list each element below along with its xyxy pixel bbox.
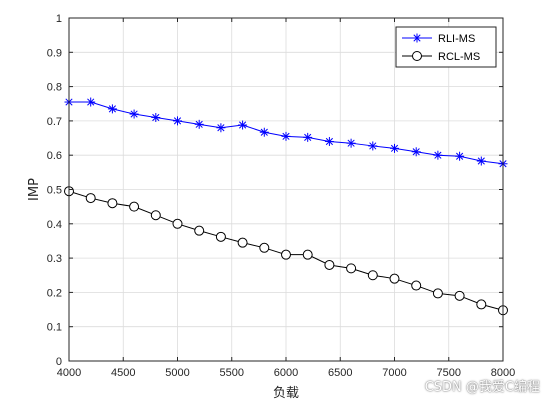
asterisk-stroke bbox=[87, 98, 95, 106]
x-tick-label: 5000 bbox=[165, 367, 189, 379]
y-tick-label: 0.5 bbox=[47, 185, 62, 197]
asterisk-stroke bbox=[130, 110, 138, 118]
data-point-circle bbox=[389, 273, 400, 284]
data-point-asterisk bbox=[259, 127, 269, 137]
data-point-asterisk bbox=[281, 131, 291, 141]
asterisk-stroke bbox=[434, 151, 442, 159]
data-point-asterisk bbox=[412, 33, 422, 43]
data-point-asterisk bbox=[107, 104, 117, 114]
legend-box bbox=[395, 26, 497, 68]
data-point-circle bbox=[324, 259, 335, 270]
data-point-asterisk bbox=[238, 120, 248, 130]
series-rcl-ms bbox=[64, 186, 508, 316]
data-point-asterisk bbox=[390, 143, 399, 153]
data-point-circle bbox=[129, 201, 140, 212]
data-point-asterisk bbox=[411, 147, 421, 157]
data-point-circle bbox=[215, 231, 226, 242]
y-tick-label: 0.2 bbox=[47, 287, 62, 299]
asterisk-stroke bbox=[412, 148, 420, 156]
data-point-asterisk bbox=[368, 141, 378, 151]
y-tick-label: 0 bbox=[56, 356, 62, 368]
legend-entry: RCL-MS bbox=[402, 51, 480, 63]
y-tick-label: 1 bbox=[56, 13, 62, 25]
data-point-asterisk bbox=[86, 97, 96, 107]
y-tick-label: 0.4 bbox=[47, 219, 62, 231]
x-tick-label: 7500 bbox=[437, 367, 461, 379]
x-tick-label: 8000 bbox=[491, 367, 515, 379]
watermark: CSDN @我爱C编程 bbox=[424, 380, 540, 395]
data-point-circle bbox=[476, 299, 487, 310]
asterisk-stroke bbox=[304, 133, 312, 141]
data-point-circle bbox=[107, 198, 118, 209]
x-tick-label: 7000 bbox=[382, 367, 406, 379]
y-tick-label: 0.9 bbox=[47, 47, 62, 59]
x-tick-label: 5500 bbox=[220, 367, 244, 379]
legend-label: RCL-MS bbox=[438, 51, 480, 63]
data-point-circle bbox=[454, 290, 465, 301]
data-point-circle bbox=[302, 249, 313, 260]
x-tick-label: 4500 bbox=[111, 367, 135, 379]
asterisk-stroke bbox=[108, 105, 116, 113]
data-point-circle bbox=[150, 210, 161, 221]
data-point-circle bbox=[346, 263, 357, 274]
asterisk-stroke bbox=[477, 157, 485, 165]
asterisk-stroke bbox=[325, 137, 333, 146]
asterisk-stroke bbox=[173, 117, 182, 125]
asterisk-stroke bbox=[369, 142, 377, 150]
data-point-asterisk bbox=[455, 151, 465, 161]
data-point-asterisk bbox=[303, 132, 313, 142]
asterisk-stroke bbox=[152, 113, 160, 122]
data-point-asterisk bbox=[173, 116, 182, 126]
y-tick-label: 0.3 bbox=[47, 253, 62, 265]
asterisk-stroke bbox=[456, 152, 464, 160]
y-tick-label: 0.1 bbox=[47, 322, 62, 334]
data-point-asterisk bbox=[129, 109, 139, 119]
y-tick-label: 0.8 bbox=[47, 82, 62, 94]
x-tick-label: 6000 bbox=[274, 367, 298, 379]
data-point-asterisk bbox=[194, 119, 204, 129]
data-point-asterisk bbox=[433, 150, 443, 160]
data-point-asterisk bbox=[476, 156, 486, 166]
asterisk-stroke bbox=[390, 144, 399, 152]
y-tick-label: 0.7 bbox=[47, 116, 62, 128]
data-point-circle bbox=[281, 249, 291, 260]
asterisk-stroke bbox=[413, 34, 421, 42]
series-rli-ms bbox=[64, 97, 508, 169]
legend-label: RLI-MS bbox=[438, 33, 475, 45]
data-point-asterisk bbox=[346, 138, 356, 148]
data-point-asterisk bbox=[151, 112, 161, 122]
data-point-circle bbox=[237, 237, 248, 248]
data-point-asterisk bbox=[324, 136, 334, 146]
data-point-circle bbox=[85, 193, 96, 204]
x-tick-label: 4000 bbox=[57, 367, 81, 379]
data-point-asterisk bbox=[216, 123, 226, 133]
data-point-circle bbox=[259, 242, 270, 253]
asterisk-stroke bbox=[347, 139, 355, 147]
x-axis-label: 负载 bbox=[273, 386, 299, 401]
asterisk-stroke bbox=[239, 121, 247, 129]
legend-entry: RLI-MS bbox=[402, 33, 475, 45]
data-point-circle bbox=[367, 270, 378, 281]
asterisk-stroke bbox=[282, 132, 290, 140]
data-point-circle bbox=[194, 225, 205, 236]
axis-ticks: 4000 4500 5000 5500 6000 6500 7000 7500 8000 0 0.1… bbox=[47, 13, 516, 379]
legend: RLI-MS RCL-MS bbox=[395, 26, 497, 68]
asterisk-stroke bbox=[195, 120, 203, 128]
x-tick-label: 6500 bbox=[328, 367, 352, 379]
data-point-circle bbox=[411, 280, 422, 291]
data-point-circle bbox=[172, 218, 183, 229]
data-point-circle bbox=[432, 288, 443, 299]
y-tick-label: 0.6 bbox=[47, 150, 62, 162]
series-layer bbox=[64, 97, 508, 316]
data-point-circle bbox=[412, 51, 422, 61]
y-axis-label: IMP bbox=[27, 178, 42, 201]
asterisk-stroke bbox=[217, 124, 225, 132]
asterisk-stroke bbox=[260, 128, 268, 136]
